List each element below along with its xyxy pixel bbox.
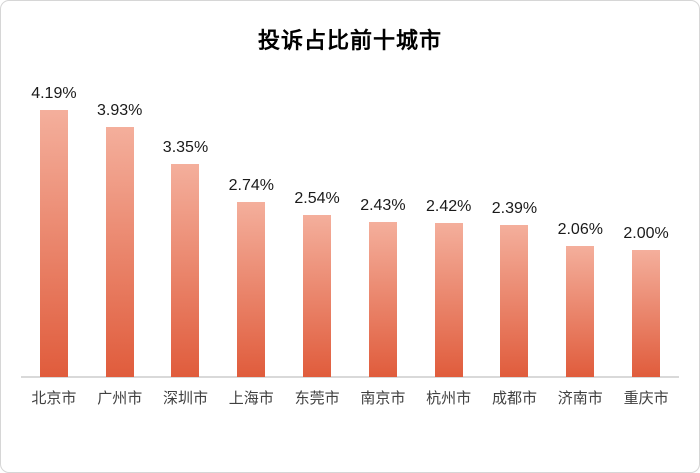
bar-value-label: 3.35% bbox=[162, 139, 209, 156]
bar bbox=[105, 127, 134, 377]
plot-area: 4.19% 3.93% 3.35% 2.74% 2.54% 2.43% 2.42% 2.39%… bbox=[21, 71, 679, 378]
bar-value-label: 2.39% bbox=[491, 200, 538, 217]
x-axis-line bbox=[21, 376, 679, 378]
bar-value-label: 3.93% bbox=[97, 102, 143, 119]
bar-value-label: 2.00% bbox=[623, 225, 669, 242]
bar-column: 2.54% bbox=[284, 71, 350, 378]
category-label: 济南市 bbox=[557, 390, 603, 407]
category-label: 杭州市 bbox=[426, 390, 472, 407]
bar-column: 2.42% bbox=[416, 71, 482, 378]
bar bbox=[500, 225, 529, 377]
bar bbox=[303, 215, 332, 377]
category-label: 深圳市 bbox=[162, 390, 208, 407]
bar-columns: 4.19% 3.93% 3.35% 2.74% 2.54% 2.43% 2.42% 2.39%… bbox=[21, 71, 679, 378]
bar-column: 2.00% bbox=[613, 71, 679, 378]
category-label: 北京市 bbox=[31, 390, 77, 407]
bar-column: 3.35% bbox=[153, 71, 219, 378]
category-axis: 北京市 广州市 深圳市 上海市 东莞市 南京市 杭州市 成都市 济南市 重庆市 bbox=[21, 387, 679, 408]
category-label: 南京市 bbox=[360, 390, 406, 407]
bar bbox=[368, 222, 397, 377]
bar-column: 2.43% bbox=[350, 71, 416, 378]
bar bbox=[171, 164, 200, 377]
bar bbox=[434, 223, 463, 377]
bar-column: 2.06% bbox=[547, 71, 613, 378]
bar-value-label: 2.54% bbox=[294, 190, 340, 207]
bar bbox=[632, 250, 661, 377]
category-label: 广州市 bbox=[97, 390, 143, 407]
bar-value-label: 2.06% bbox=[557, 221, 603, 238]
category-label: 上海市 bbox=[228, 390, 274, 407]
bar-column: 4.19% bbox=[21, 71, 87, 378]
bar-column: 3.93% bbox=[87, 71, 153, 378]
bar-value-label: 2.42% bbox=[425, 198, 472, 215]
chart-title: 投诉占比前十城市 bbox=[257, 28, 442, 53]
bar-column: 2.39% bbox=[482, 71, 548, 378]
category-label: 重庆市 bbox=[623, 390, 669, 407]
bar-value-label: 4.19% bbox=[31, 85, 77, 102]
bar bbox=[237, 202, 266, 377]
bar-value-label: 2.74% bbox=[228, 177, 274, 194]
category-label: 东莞市 bbox=[294, 390, 340, 407]
bar-column: 2.74% bbox=[218, 71, 284, 378]
bar bbox=[566, 246, 595, 377]
bar bbox=[39, 110, 68, 377]
bar-value-label: 2.43% bbox=[360, 197, 406, 214]
category-label: 成都市 bbox=[491, 390, 537, 407]
